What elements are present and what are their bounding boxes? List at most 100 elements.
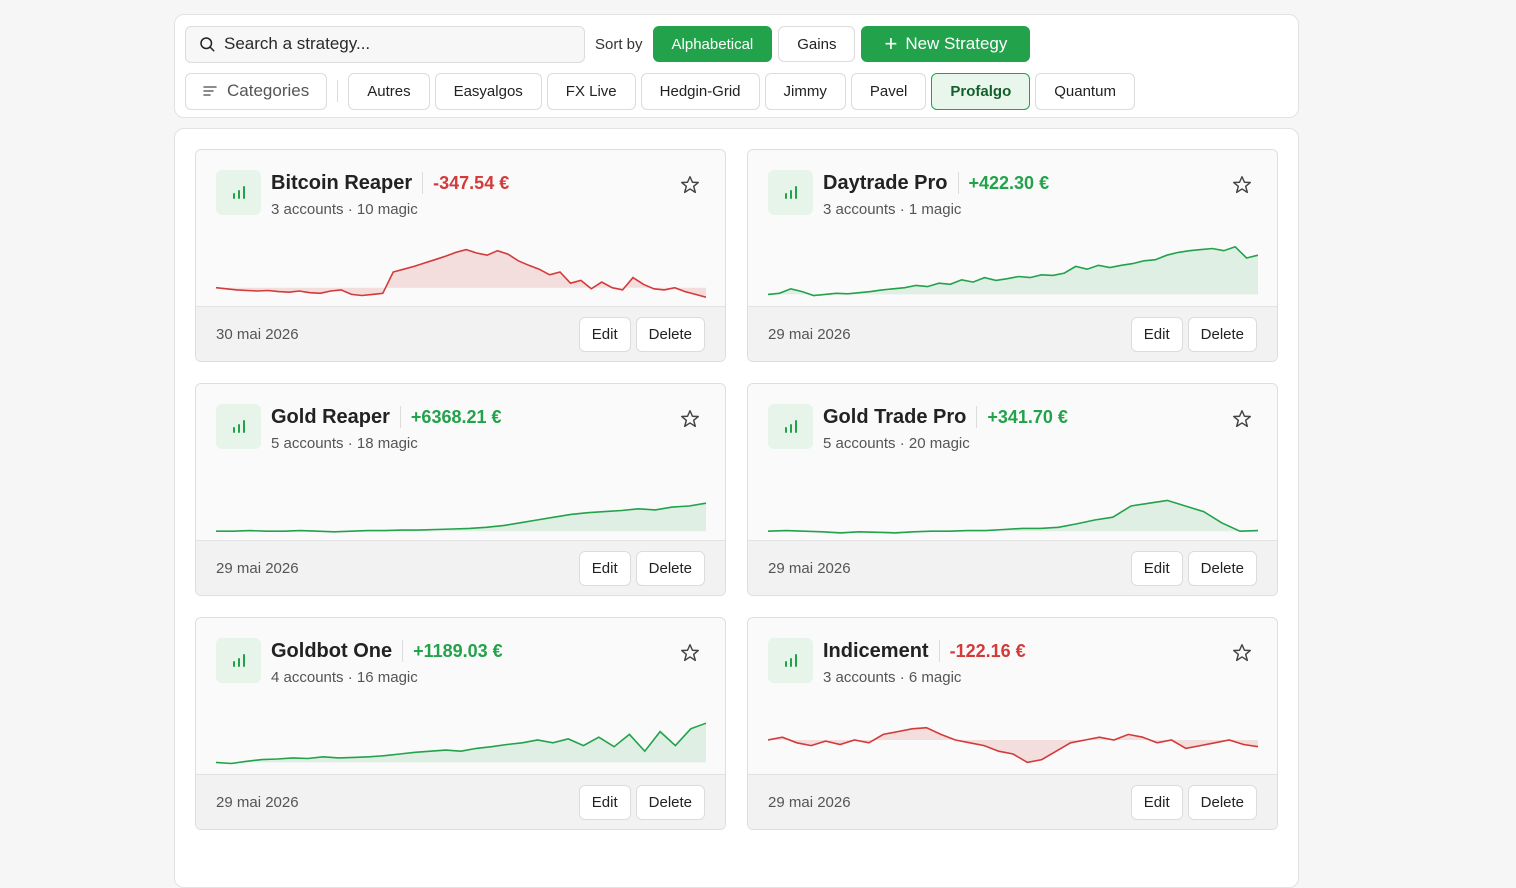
strategy-card[interactable]: Gold Reaper +6368.21 € 5 accounts · 18 m… <box>195 383 726 596</box>
star-icon[interactable] <box>679 642 701 664</box>
chart-bars-icon <box>768 170 813 215</box>
strategy-gain: +6368.21 € <box>410 406 502 427</box>
strategy-card[interactable]: Daytrade Pro +422.30 € 3 accounts · 1 ma… <box>747 149 1278 362</box>
equity-sparkline <box>216 722 706 765</box>
card-footer: 29 mai 2026 Edit Delete <box>196 540 725 595</box>
card-actions: Edit Delete <box>1130 317 1257 352</box>
card-actions: Edit Delete <box>1130 785 1257 820</box>
equity-sparkline <box>768 726 1258 764</box>
strategy-gain: -347.54 € <box>433 172 510 193</box>
title-separator <box>399 406 401 428</box>
sparkline-line <box>216 248 706 298</box>
edit-button[interactable]: Edit <box>1130 785 1183 820</box>
chart-bars-icon <box>768 404 813 449</box>
card-title-row: Daytrade Pro +422.30 € <box>823 170 1049 196</box>
strategy-card[interactable]: Gold Trade Pro +341.70 € 5 accounts · 20… <box>747 383 1278 596</box>
edit-button[interactable]: Edit <box>1130 551 1183 586</box>
star-icon[interactable] <box>1231 642 1253 664</box>
strategy-meta: 4 accounts · 16 magic <box>271 669 418 686</box>
sort-gains-button[interactable]: Gains <box>778 26 856 62</box>
sparkline-line <box>768 245 1258 297</box>
card-title-row: Gold Reaper +6368.21 € <box>271 404 502 430</box>
strategy-meta: 5 accounts · 18 magic <box>271 435 418 452</box>
filter-icon <box>203 86 217 96</box>
chart-bars-icon <box>216 638 261 683</box>
card-title-row: Indicement -122.16 € <box>823 638 1026 664</box>
strategy-date: 30 mai 2026 <box>216 326 299 343</box>
strategy-card[interactable]: Bitcoin Reaper -347.54 € 3 accounts · 10… <box>195 149 726 362</box>
search-box[interactable] <box>185 25 585 63</box>
chip-hedgin-grid[interactable]: Hedgin-Grid <box>640 72 760 110</box>
delete-button[interactable]: Delete <box>635 551 705 586</box>
title-separator <box>402 640 404 662</box>
strategy-name: Gold Trade Pro <box>823 405 967 428</box>
title-separator <box>422 172 424 194</box>
delete-button[interactable]: Delete <box>1187 551 1257 586</box>
chip-easyalgos[interactable]: Easyalgos <box>434 72 542 110</box>
chart-bars-icon <box>216 404 261 449</box>
strategy-gain: +1189.03 € <box>413 640 503 661</box>
title-separator <box>957 172 959 194</box>
card-body: Daytrade Pro +422.30 € 3 accounts · 1 ma… <box>748 150 1277 306</box>
title-separator <box>938 640 940 662</box>
strategy-gain: -122.16 € <box>949 640 1026 661</box>
card-footer: 29 mai 2026 Edit Delete <box>196 774 725 829</box>
strategy-date: 29 mai 2026 <box>768 326 851 343</box>
chip-jimmy[interactable]: Jimmy <box>764 72 846 110</box>
strategy-meta: 5 accounts · 20 magic <box>823 435 970 452</box>
card-actions: Edit Delete <box>578 551 705 586</box>
star-icon[interactable] <box>1231 174 1253 196</box>
title-separator <box>976 406 978 428</box>
sparkline-area <box>768 500 1258 533</box>
strategy-grid: Bitcoin Reaper -347.54 € 3 accounts · 10… <box>174 128 1299 888</box>
card-actions: Edit Delete <box>578 785 705 820</box>
star-icon[interactable] <box>679 174 701 196</box>
card-body: Goldbot One +1189.03 € 4 accounts · 16 m… <box>196 618 725 774</box>
chip-profalgo[interactable]: Profalgo <box>931 72 1031 110</box>
star-icon[interactable] <box>679 408 701 430</box>
equity-sparkline <box>216 248 706 298</box>
edit-button[interactable]: Edit <box>578 785 631 820</box>
delete-button[interactable]: Delete <box>1187 317 1257 352</box>
sort-alphabetical-button[interactable]: Alphabetical <box>652 26 773 62</box>
chip-autres[interactable]: Autres <box>348 72 430 110</box>
chip-fx-live[interactable]: FX Live <box>546 72 636 110</box>
strategy-gain: +341.70 € <box>987 406 1068 427</box>
new-strategy-button[interactable]: + New Strategy <box>861 26 1031 62</box>
edit-button[interactable]: Edit <box>1130 317 1183 352</box>
strategy-date: 29 mai 2026 <box>216 560 299 577</box>
edit-button[interactable]: Edit <box>578 317 631 352</box>
sort-label: Sort by <box>595 35 643 53</box>
card-footer: 30 mai 2026 Edit Delete <box>196 306 725 361</box>
categories-button[interactable]: Categories <box>185 72 328 110</box>
search-input[interactable] <box>224 34 564 54</box>
divider <box>337 80 339 102</box>
chip-quantum[interactable]: Quantum <box>1035 72 1135 110</box>
equity-sparkline <box>216 502 706 533</box>
sparkline-area <box>216 723 706 764</box>
delete-button[interactable]: Delete <box>635 785 705 820</box>
chip-pavel[interactable]: Pavel <box>850 72 927 110</box>
strategy-meta: 3 accounts · 1 magic <box>823 201 962 218</box>
sparkline-line <box>768 499 1258 534</box>
categories-label: Categories <box>227 81 310 100</box>
strategy-meta: 3 accounts · 10 magic <box>271 201 418 218</box>
strategy-name: Indicement <box>823 639 929 662</box>
strategy-name: Goldbot One <box>271 639 393 662</box>
strategy-card[interactable]: Indicement -122.16 € 3 accounts · 6 magi… <box>747 617 1278 830</box>
sparkline-area <box>768 727 1258 763</box>
strategy-date: 29 mai 2026 <box>768 794 851 811</box>
star-icon[interactable] <box>1231 408 1253 430</box>
sparkline-line <box>216 722 706 765</box>
card-title-row: Bitcoin Reaper -347.54 € <box>271 170 509 196</box>
card-body: Indicement -122.16 € 3 accounts · 6 magi… <box>748 618 1277 774</box>
strategy-card[interactable]: Goldbot One +1189.03 € 4 accounts · 16 m… <box>195 617 726 830</box>
strategy-meta: 3 accounts · 6 magic <box>823 669 962 686</box>
card-body: Gold Reaper +6368.21 € 5 accounts · 18 m… <box>196 384 725 540</box>
delete-button[interactable]: Delete <box>635 317 705 352</box>
delete-button[interactable]: Delete <box>1187 785 1257 820</box>
card-body: Bitcoin Reaper -347.54 € 3 accounts · 10… <box>196 150 725 306</box>
edit-button[interactable]: Edit <box>578 551 631 586</box>
strategy-name: Bitcoin Reaper <box>271 171 413 194</box>
toolbar-row-search: Sort by Alphabetical Gains + New Strateg… <box>185 25 1031 63</box>
